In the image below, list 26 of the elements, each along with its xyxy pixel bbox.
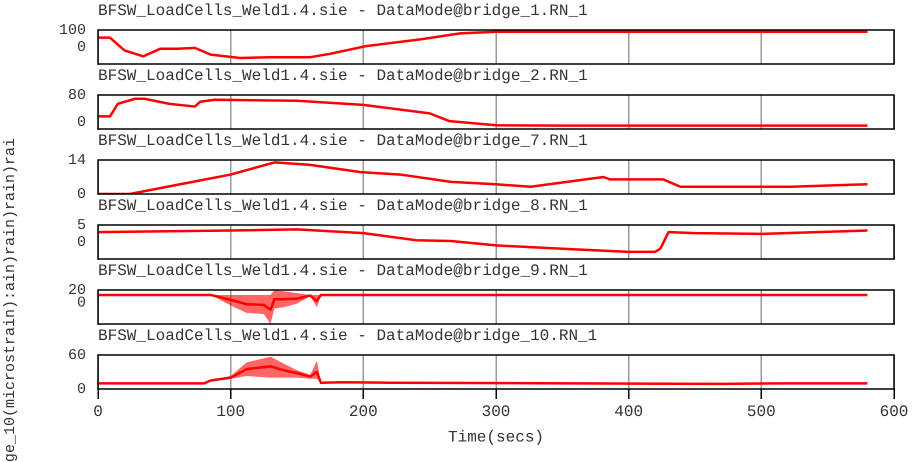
x-tick-label: 200 [348,402,378,421]
chart-title: BFSW_LoadCells_Weld1.4.sie - DataMode@bridge_8.RN_1 [98,197,588,215]
y-axis-title: ge_10(microstrain):ain)rain)rain)rai [2,138,19,462]
y-tick-label: 80 [68,86,86,104]
y-tick-label: 60 [68,346,86,364]
x-tick-label: 100 [216,402,246,421]
y-tick-label: 0 [76,294,86,312]
y-tick-label: 5 [76,216,86,234]
y-tick-label: 0 [76,380,86,398]
x-tick-label: 300 [482,402,510,421]
y-tick-label: 0 [76,38,86,56]
x-tick-label: 400 [614,402,644,421]
chart-title: BFSW_LoadCells_Weld1.4.sie - DataMode@bridge_2.RN_1 [98,67,588,85]
x-tick-label: 500 [746,402,776,421]
chart-title: BFSW_LoadCells_Weld1.4.sie - DataMode@bridge_1.RN_1 [98,2,588,20]
x-axis-title: Time(secs) [448,428,544,447]
chart-title: BFSW_LoadCells_Weld1.4.sie - DataMode@bridge_10.RN_1 [98,327,598,345]
x-tick-label: 0 [93,402,103,421]
chart-title: BFSW_LoadCells_Weld1.4.sie - DataMode@bridge_9.RN_1 [98,262,588,280]
y-tick-label: 0 [76,186,86,203]
y-tick-label: 14 [68,152,86,169]
chart-title: BFSW_LoadCells_Weld1.4.sie - DataMode@bridge_7.RN_1 [98,132,588,150]
y-tick-label: 0 [76,234,86,251]
x-tick-label: 600 [880,402,908,421]
y-tick-label: 0 [76,114,86,132]
y-tick-label: 100 [58,22,86,39]
